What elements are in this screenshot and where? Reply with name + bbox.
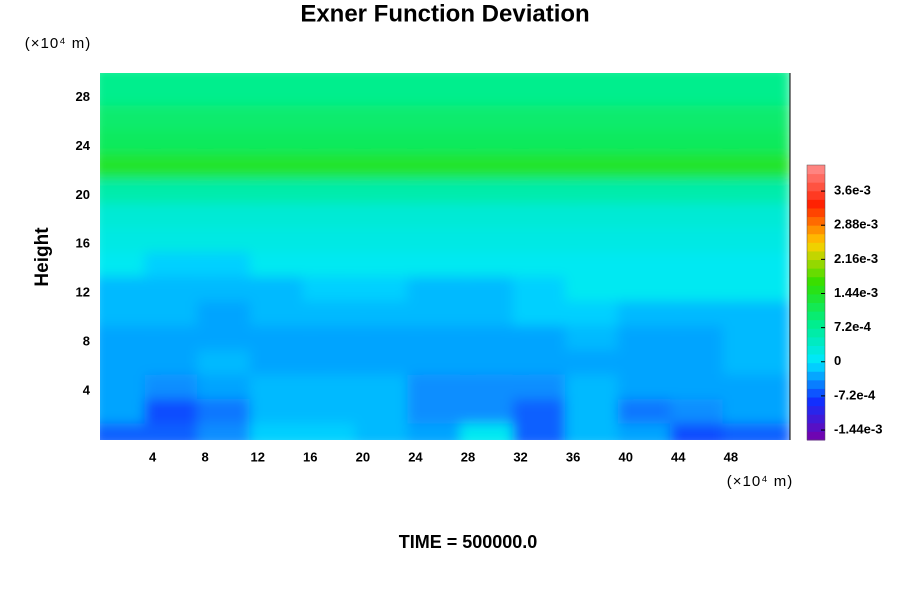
colorbar-tick-label: 3.6e-3 [834, 183, 871, 198]
y-tick-label: 8 [83, 334, 90, 349]
colorbar-band [807, 242, 825, 252]
colorbar-band [807, 311, 825, 321]
colorbar-band [807, 225, 825, 235]
colorbar-band [807, 388, 825, 398]
x-tick-label: 20 [356, 449, 370, 464]
y-tick-label: 4 [83, 383, 91, 398]
colorbar-tick-label: -7.2e-4 [834, 387, 876, 402]
y-tick-label: 12 [76, 285, 90, 300]
colorbar-band [807, 371, 825, 381]
y-tick-label: 24 [76, 138, 91, 153]
colorbar-band [807, 173, 825, 183]
colorbar-tick-label: 1.44e-3 [834, 285, 878, 300]
y-axis-label: Height [32, 227, 53, 287]
y-unit: (×10⁴ m) [25, 35, 92, 52]
colorbar-band [807, 354, 825, 364]
colorbar-band [807, 165, 825, 175]
colorbar-band [807, 199, 825, 209]
y-tick-label: 28 [76, 89, 90, 104]
colorbar-band [807, 405, 825, 415]
colorbar-band [807, 345, 825, 355]
field [100, 73, 790, 440]
x-unit: (×10⁴ m) [727, 473, 794, 490]
colorbar-band [807, 302, 825, 312]
colorbar-frame [806, 164, 826, 441]
colorbar-tick-label: 0 [834, 353, 841, 368]
colorbar-band [807, 259, 825, 269]
colorbar-band [807, 190, 825, 200]
footer: TIME = 500000.0 [399, 532, 538, 552]
x-tick-label: 44 [671, 449, 686, 464]
colorbar-tick-label: 7.2e-4 [834, 319, 872, 334]
colorbar-tick-label: 2.88e-3 [834, 217, 878, 232]
colorbar-band [807, 293, 825, 303]
colorbar-band [807, 319, 825, 329]
colorbar-band [807, 328, 825, 338]
colorbar-band [807, 336, 825, 346]
colorbar-band [807, 250, 825, 261]
colorbar-band [807, 233, 825, 243]
x-tick-label: 48 [724, 449, 738, 464]
x-tick-label: 24 [408, 449, 423, 464]
colorbar-band [807, 414, 825, 424]
colorbar-band [807, 379, 825, 389]
colorbar-tick-label: -1.44e-3 [834, 421, 882, 436]
colorbar-band [807, 431, 825, 441]
colorbar-band [807, 268, 825, 278]
contour-cell [722, 73, 790, 106]
colorbar-band [807, 182, 825, 192]
x-tick-label: 16 [303, 449, 317, 464]
colorbar-band [807, 422, 825, 432]
colorbar-band [807, 276, 825, 286]
colorbar-band [807, 216, 825, 226]
colorbar-band [807, 285, 825, 295]
x-tick-label: 28 [461, 449, 475, 464]
chart-title: Exner Function Deviation [300, 0, 589, 27]
x-tick-label: 40 [618, 449, 632, 464]
colorbar-tick-label: 2.16e-3 [834, 251, 878, 266]
cells [100, 73, 790, 440]
x-tick-label: 4 [149, 449, 157, 464]
x-tick-label: 36 [566, 449, 580, 464]
colorbar-band [807, 207, 825, 218]
y-tick-label: 20 [76, 187, 90, 202]
x-tick-label: 12 [250, 449, 264, 464]
colorbar-band [807, 397, 825, 407]
x-tick-label: 8 [202, 449, 209, 464]
x-tick-label: 32 [513, 449, 527, 464]
y-tick-label: 16 [76, 236, 90, 251]
colorbar-band [807, 362, 825, 372]
